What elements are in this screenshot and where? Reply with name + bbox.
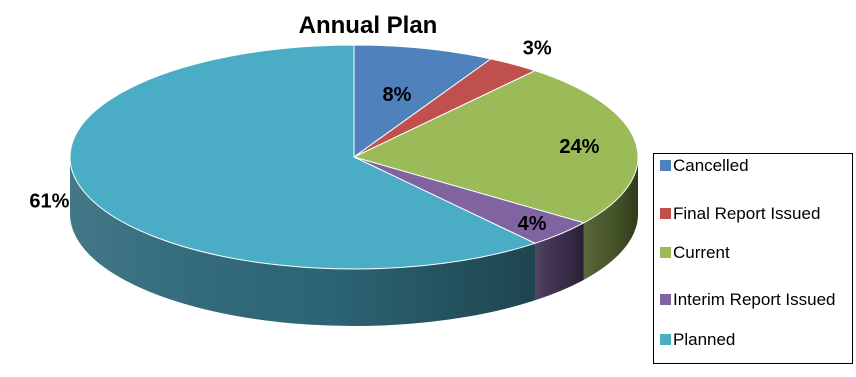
- legend-swatch-planned: [660, 334, 671, 345]
- legend-label: Cancelled: [673, 156, 749, 175]
- legend-label: Interim Report Issued: [673, 290, 836, 309]
- pie-slice-current: [353, 70, 639, 224]
- legend: Cancelled Final Report Issued Current In…: [653, 153, 853, 364]
- chart-title: Annual Plan: [299, 12, 438, 39]
- pie-side-shade: [70, 157, 536, 327]
- pie-slice-planned: [69, 44, 536, 270]
- legend-item-planned: Planned: [660, 330, 843, 349]
- legend-swatch-final-report-issued: [660, 208, 671, 219]
- legend-swatch-cancelled: [660, 160, 671, 171]
- data-label-planned: 61%: [29, 190, 69, 212]
- data-labels: 8% 3% 24% 4% 61%: [29, 38, 599, 235]
- legend-item-interim-report-issued: Interim Report Issued: [660, 290, 843, 309]
- legend-item-current: Current: [660, 243, 843, 262]
- data-label-interim-report-issued: 4%: [518, 213, 547, 235]
- pie-side-shade: [583, 157, 638, 280]
- pie-slice-cancelled: [353, 44, 492, 158]
- legend-label: Final Report Issued: [673, 204, 821, 223]
- legend-item-final-report-issued: Final Report Issued: [660, 204, 843, 223]
- legend-label: Current: [673, 243, 730, 262]
- pie-side-shade: [535, 222, 584, 301]
- legend-swatch-current: [660, 247, 671, 258]
- legend-swatch-interim-report-issued: [660, 294, 671, 305]
- data-label-final-report-issued: 3%: [523, 38, 552, 60]
- legend-label: Planned: [673, 330, 736, 349]
- data-label-cancelled: 8%: [383, 84, 412, 106]
- legend-item-cancelled: Cancelled: [660, 156, 843, 175]
- pie-sides: [70, 157, 638, 327]
- data-label-current: 24%: [559, 136, 599, 158]
- pie-top: [69, 44, 639, 270]
